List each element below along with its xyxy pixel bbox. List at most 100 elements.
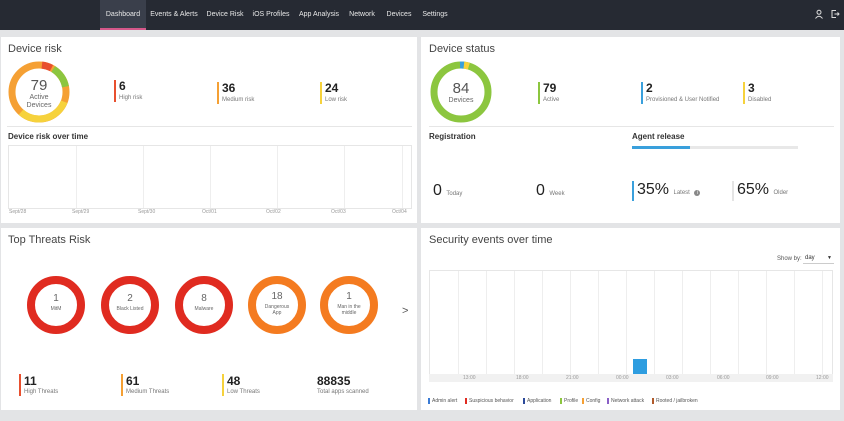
registration-week: 0 Week <box>536 182 565 200</box>
high-risk-stat[interactable]: 6 High risk <box>114 79 142 102</box>
threat-count: 18 <box>271 291 283 302</box>
legend-label: Network attack <box>611 398 645 404</box>
medium-threats-stat[interactable]: 61 Medium Threats <box>121 374 170 396</box>
medium-threats-label: Medium Threats <box>126 389 170 395</box>
legend-swatch <box>582 398 584 404</box>
show-by-value: day <box>805 255 815 261</box>
divider <box>429 126 834 127</box>
threat-label: MitM <box>50 306 62 312</box>
device-risk-donut: 79 Active Devices <box>7 60 71 124</box>
show-by-select[interactable]: day ▼ <box>803 253 834 264</box>
threat-count: 1 <box>346 291 352 302</box>
legend-swatch <box>607 398 609 404</box>
agent-older-label: Older <box>773 190 789 196</box>
threat-label: Black Listed <box>116 306 144 312</box>
active-stat[interactable]: 79 Active <box>538 81 559 104</box>
legend-label: Profile <box>564 398 579 404</box>
divider <box>7 126 412 127</box>
low-threats-stat[interactable]: 48 Low Threats <box>222 374 260 396</box>
top-threats-panel: Top Threats Risk 1 MitM 2 Black Listed 8… <box>1 228 417 410</box>
show-by-label: Show by: <box>777 256 802 262</box>
high-threats-label: High Threats <box>24 389 59 395</box>
agent-older-value: 65% <box>737 181 770 198</box>
threat-label: Dangerous App <box>264 304 290 316</box>
medium-risk-label: Medium risk <box>222 97 255 103</box>
threat-ring-malware[interactable]: 8 Malware <box>174 275 234 335</box>
legend-label: Suspicious behavior <box>469 398 514 404</box>
legend-swatch <box>428 398 430 404</box>
older-bar <box>732 181 734 201</box>
nav-tab-dashboard[interactable]: Dashboard <box>100 0 146 30</box>
device-risk-over-time-title: Device risk over time <box>8 132 89 141</box>
low-risk-stat[interactable]: 24 Low risk <box>320 82 348 104</box>
low-threats-count: 48 <box>227 374 241 388</box>
legend-admin-alert[interactable]: Admin alert <box>428 398 457 404</box>
nav-tab-events-alerts[interactable]: Events & Alerts <box>150 11 198 18</box>
event-bar[interactable] <box>633 359 647 374</box>
legend-suspicious-behavior[interactable]: Suspicious behavior <box>465 398 514 404</box>
top-threats-title: Top Threats Risk <box>8 234 91 246</box>
agent-latest-value: 35% <box>637 181 670 198</box>
registration-week-value: 0 <box>536 182 545 199</box>
agent-release-progress <box>632 146 798 149</box>
latest-bar <box>632 181 634 201</box>
threat-ring-mitm[interactable]: 1 MitM <box>26 275 86 335</box>
x-tick: 13:00 <box>463 375 476 381</box>
disabled-count: 3 <box>748 81 755 95</box>
legend-profile[interactable]: Profile <box>560 398 578 404</box>
legend-label: Rooted / jailbroken <box>656 398 698 404</box>
x-tick: 00:00 <box>616 375 629 381</box>
nav-tab-device-risk[interactable]: Device Risk <box>206 11 244 18</box>
medium-risk-stat[interactable]: 36 Medium risk <box>217 82 255 104</box>
legend-application[interactable]: Application <box>523 398 551 404</box>
active-count: 79 <box>543 81 557 95</box>
logout-icon[interactable] <box>829 9 841 21</box>
x-tick: 06:00 <box>717 375 730 381</box>
low-threats-bar <box>222 374 224 396</box>
nav-tab-settings[interactable]: Settings <box>422 11 448 18</box>
registration-week-label: Week <box>549 191 565 197</box>
threat-ring-man-in-the-middle[interactable]: 1 Man in the middle <box>319 275 379 335</box>
info-icon[interactable]: i <box>694 190 701 196</box>
high-risk-bar <box>114 80 116 102</box>
nav-tab-network[interactable]: Network <box>349 11 375 18</box>
legend-network-attack[interactable]: Network attack <box>607 398 644 404</box>
registration-title: Registration <box>429 132 476 141</box>
low-risk-label: Low risk <box>325 97 348 103</box>
medium-threats-count: 61 <box>126 374 140 388</box>
device-status-donut: 84 Devices <box>429 60 493 124</box>
high-threats-stat[interactable]: 11 High Threats <box>19 374 59 396</box>
legend-swatch <box>560 398 562 404</box>
threat-ring-blacklisted[interactable]: 2 Black Listed <box>100 275 160 335</box>
security-events-chart <box>429 270 833 374</box>
x-tick: 21:00 <box>566 375 579 381</box>
legend-config[interactable]: Config <box>582 398 600 404</box>
x-tick: Sept/29 <box>72 209 90 215</box>
device-status-panel: Device status 84 Devices 79 Active 2 Pro… <box>421 37 840 223</box>
x-tick: Oct/02 <box>266 209 281 215</box>
threat-label: Man in the middle <box>337 304 361 316</box>
nav-tab-devices[interactable]: Devices <box>386 11 412 18</box>
device-risk-title: Device risk <box>8 43 62 55</box>
device-risk-label-active: Active <box>29 94 49 101</box>
registration-today: 0 Today <box>433 182 462 200</box>
nav-tab-app-analysis[interactable]: App Analysis <box>298 11 340 18</box>
nav-tab-ios-profiles[interactable]: iOS Profiles <box>252 11 290 18</box>
high-risk-count: 6 <box>119 79 126 93</box>
x-tick: Oct/03 <box>331 209 346 215</box>
x-tick: Sept/28 <box>9 209 27 215</box>
legend-swatch <box>465 398 467 404</box>
threat-ring-dangerous-app[interactable]: 18 Dangerous App <box>247 275 307 335</box>
next-arrow-icon[interactable]: > <box>402 305 409 317</box>
user-icon[interactable] <box>813 9 825 21</box>
agent-older: 65% Older <box>732 181 789 201</box>
total-apps-scanned-stat: 88835 Total apps scanned <box>312 374 369 395</box>
agent-latest: 35% Latest i <box>632 181 701 201</box>
x-tick: 03:00 <box>666 375 679 381</box>
provisioned-count: 2 <box>646 81 653 95</box>
disabled-stat[interactable]: 3 Disabled <box>743 81 771 104</box>
device-risk-panel: Device risk 79 Active Devices 6 High ris… <box>1 37 417 223</box>
legend-rooted-jailbroken[interactable]: Rooted / jailbroken <box>652 398 698 404</box>
top-nav-bar: Dashboard Events & Alerts Device Risk iO… <box>0 0 844 30</box>
provisioned-stat[interactable]: 2 Provisioned & User Notified <box>641 81 719 104</box>
